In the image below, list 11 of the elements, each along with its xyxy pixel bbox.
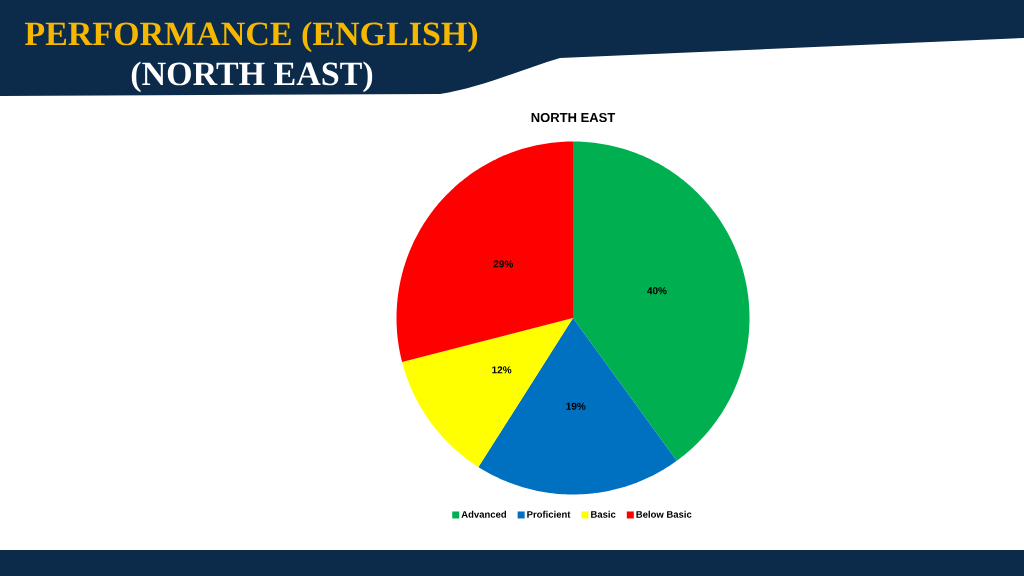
legend-label: Proficient bbox=[527, 510, 571, 518]
chart-subtitle: (NORTH EAST) bbox=[131, 61, 373, 93]
text: NORTH EAST bbox=[531, 112, 616, 123]
legend-label: Below Basic bbox=[636, 510, 692, 518]
legend-label: Advanced bbox=[461, 510, 507, 518]
data-label: 40% bbox=[647, 287, 667, 295]
chart-title: PERFORMANCE (ENGLISH) bbox=[24, 21, 478, 53]
legend-label: Basic bbox=[591, 510, 616, 518]
data-label: 19% bbox=[566, 402, 586, 410]
data-label: 29% bbox=[493, 260, 514, 268]
data-label: 12% bbox=[492, 366, 512, 374]
